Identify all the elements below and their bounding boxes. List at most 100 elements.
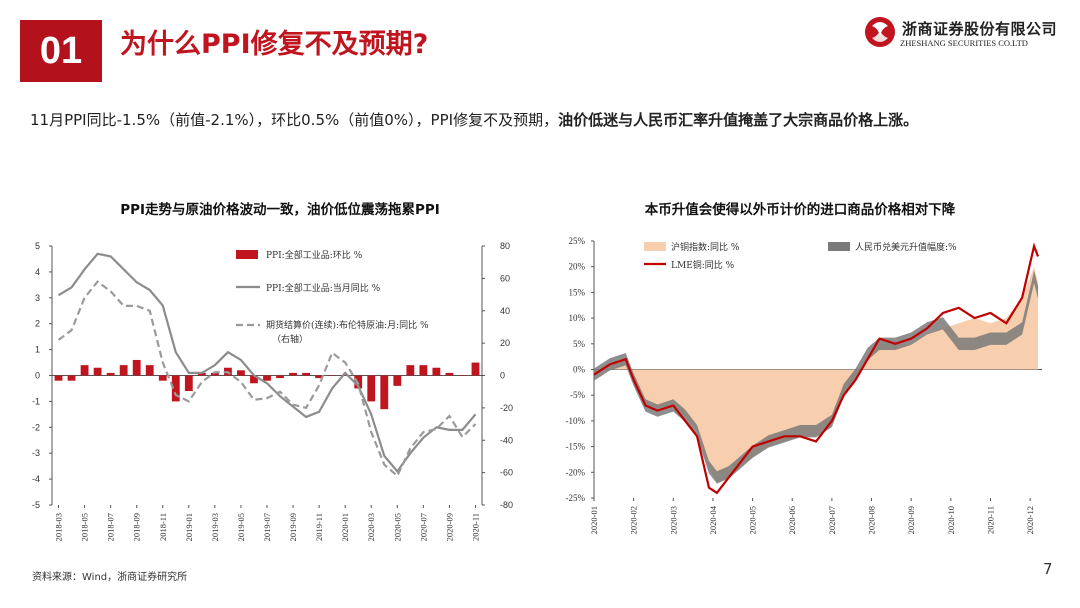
left-tick-label: -4 — [32, 474, 40, 484]
x-tick-label: 2018-09 — [132, 513, 142, 541]
x-tick-label: 2018-07 — [106, 513, 116, 541]
right-tick-label: -40 — [500, 435, 513, 445]
ppi-mom-bar — [276, 375, 284, 379]
x-tick-label: 2018-03 — [54, 513, 64, 541]
legend-shanghai-copper: 沪铜指数:同比 % — [671, 241, 740, 253]
ppi-mom-bar — [432, 367, 441, 376]
x-tick-label: 2019-11 — [314, 513, 324, 541]
right-tick-label: -60 — [500, 468, 513, 478]
legend-rmb: 人民币兑美元升值幅度:% — [855, 241, 957, 253]
x-tick-label: 2019-07 — [262, 513, 272, 541]
right-tick-label: 60 — [500, 273, 510, 283]
summary-normal: 11月PPI同比-1.5%（前值-2.1%），环比0.5%（前值0%），PPI修… — [30, 111, 559, 129]
ppi-mom-bar — [210, 372, 219, 376]
y-tick-label: -10% — [566, 416, 586, 426]
ppi-mom-bar — [471, 362, 480, 376]
left-tick-label: 2 — [35, 319, 40, 329]
y-tick-label: 25% — [569, 236, 586, 246]
page-title: 为什么PPI修复不及预期? — [120, 29, 429, 60]
source-note: 资料来源：Wind，浙商证券研究所 — [32, 572, 188, 583]
y-tick-label: 5% — [573, 339, 586, 349]
ppi-mom-bar — [132, 359, 141, 376]
shanghai-copper-area — [594, 266, 1039, 483]
x-tick-label: 2020-10 — [946, 506, 956, 534]
left-chart-title: PPI走势与原油价格波动一致，油价低位震荡拖累PPI — [120, 202, 440, 218]
right-tick-label: -80 — [500, 500, 513, 510]
ppi-mom-bar — [54, 375, 63, 381]
legend-ppi-yoy: PPI:全部工业品:当月同比 % — [266, 282, 381, 294]
ppi-mom-bar — [367, 375, 376, 402]
y-tick-label: 0% — [573, 365, 586, 375]
legend-swatch-ppi-mom — [236, 250, 258, 259]
right-tick-label: 80 — [500, 241, 510, 251]
ppi-mom-bar — [263, 375, 271, 381]
ppi-mom-bar — [341, 375, 350, 376]
ppi-mom-bar — [406, 365, 415, 376]
legend-brent: 期货结算价(连续):布伦特原油:月:同比 % — [266, 319, 429, 331]
ppi-mom-bar — [445, 372, 454, 376]
x-tick-label: 2020-05 — [392, 513, 402, 541]
right-tick-label: 20 — [500, 338, 510, 348]
section-number: 01 — [39, 29, 83, 72]
x-tick-label: 2020-03 — [668, 506, 678, 534]
rmb-appreciation-band — [594, 270, 1039, 484]
right-chart-title: 本币升值会使得以外币计价的进口商品价格相对下降 — [644, 202, 956, 218]
x-tick-label: 2020-02 — [629, 506, 639, 534]
ppi-mom-bar — [315, 375, 324, 379]
left-tick-label: 1 — [35, 345, 40, 355]
x-tick-label: 2020-08 — [867, 506, 877, 534]
ppi-mom-bar — [237, 370, 245, 376]
ppi-mom-bar — [250, 375, 258, 384]
left-tick-label: -3 — [32, 448, 40, 458]
left-tick-label: 5 — [35, 241, 40, 251]
company-name-cn: 浙商证券股份有限公司 — [902, 20, 1058, 38]
y-tick-label: 10% — [569, 313, 586, 323]
left-tick-label: -5 — [32, 500, 40, 510]
ppi-mom-bar — [145, 365, 154, 376]
x-tick-label: 2018-11 — [158, 513, 168, 541]
x-tick-label: 2020-04 — [708, 505, 718, 534]
ppi-mom-bar — [80, 365, 89, 376]
x-tick-label: 2018-05 — [80, 513, 90, 541]
right-tick-label: 40 — [500, 306, 510, 316]
ppi-mom-bar — [393, 375, 402, 386]
x-tick-label: 2020-05 — [748, 506, 758, 534]
left-tick-label: 3 — [35, 293, 40, 303]
x-tick-label: 2019-09 — [288, 513, 298, 541]
lme-copper-line — [593, 242, 1040, 495]
ppi-mom-bar — [328, 375, 337, 376]
left-tick-label: 4 — [35, 267, 40, 277]
ppi-mom-bar — [458, 375, 467, 376]
company-name-en: ZHESHANG SECURITIES CO.LTD — [900, 38, 1028, 48]
ppi-mom-bar — [171, 375, 180, 402]
y-tick-label: -5% — [570, 390, 585, 400]
right-tick-label: 0 — [500, 371, 505, 381]
right-tick-label: -20 — [500, 403, 513, 413]
ppi-mom-bar — [289, 372, 297, 376]
x-tick-label: 2019-03 — [210, 513, 220, 541]
y-tick-label: -15% — [566, 442, 586, 452]
x-tick-label: 2020-07 — [827, 506, 837, 534]
x-tick-label: 2020-12 — [1025, 506, 1035, 534]
ppi-mom-bar — [93, 367, 102, 376]
x-tick-label: 2020-03 — [366, 513, 376, 541]
x-tick-label: 2019-01 — [184, 513, 194, 541]
x-tick-label: 2020-09 — [444, 513, 454, 541]
ppi-mom-bar — [67, 375, 76, 381]
x-tick-label: 2020-09 — [906, 506, 916, 534]
section-number-badge: 01 — [20, 20, 102, 82]
left-tick-label: 0 — [35, 371, 40, 381]
x-tick-label: 2019-05 — [236, 513, 246, 541]
legend-lme: LME铜:同比 % — [671, 259, 735, 271]
left-tick-label: -1 — [32, 396, 40, 406]
left-tick-label: -2 — [32, 422, 40, 432]
ppi-mom-bar — [197, 372, 206, 376]
ppi-mom-bar — [419, 365, 428, 376]
legend-brent-axis-note: （右轴） — [272, 333, 308, 345]
x-tick-label: 2020-01 — [589, 506, 599, 534]
y-tick-label: -25% — [566, 493, 586, 503]
y-tick-label: 15% — [569, 287, 586, 297]
legend-swatch-shanghai-copper — [644, 242, 666, 251]
x-tick-label: 2020-06 — [787, 506, 797, 534]
